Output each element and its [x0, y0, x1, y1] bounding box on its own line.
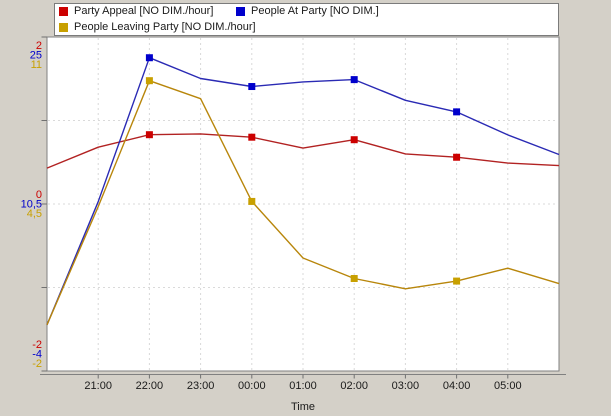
x-axis-label: 02:00	[340, 380, 368, 392]
y-axis-label-mid: 10,5	[21, 199, 42, 211]
y-axis-label-mid: 0	[36, 189, 42, 201]
series-marker-2	[350, 275, 358, 283]
series-marker-2	[145, 77, 153, 85]
y-axis-label-bottom: -2	[32, 358, 42, 370]
series-marker-1	[145, 54, 153, 62]
chart-legend: Party Appeal [NO DIM./hour] People At Pa…	[54, 3, 559, 36]
legend-swatch-people-at-party	[236, 7, 245, 16]
series-marker-1	[453, 108, 461, 116]
series-marker-0	[453, 153, 461, 161]
y-axis-label-bottom: -4	[32, 349, 42, 361]
series-line-0	[46, 133, 560, 169]
legend-swatch-people-leaving-party	[59, 23, 68, 32]
x-axis-label: 01:00	[289, 380, 317, 392]
x-axis-label: 23:00	[187, 380, 215, 392]
x-axis-label: 04:00	[443, 380, 471, 392]
series-marker-2	[248, 197, 256, 205]
legend-label-people-leaving-party: People Leaving Party [NO DIM./hour]	[74, 21, 256, 33]
legend-entry-party-appeal: Party Appeal [NO DIM./hour]	[59, 5, 213, 18]
y-axis-label-top: 11	[31, 59, 42, 71]
legend-row-2: People Leaving Party [NO DIM./hour]	[55, 21, 558, 36]
y-axis-label-bottom: -2	[32, 339, 42, 351]
series-marker-0	[248, 133, 256, 141]
series-marker-2	[453, 277, 461, 285]
x-axis-label: 03:00	[392, 380, 420, 392]
y-axis-label-mid: 4,5	[27, 208, 42, 220]
series-line-2	[46, 79, 560, 326]
series-marker-1	[248, 83, 256, 91]
x-axis-label: 21:00	[84, 380, 112, 392]
legend-label-party-appeal: Party Appeal [NO DIM./hour]	[74, 5, 214, 17]
legend-entry-people-leaving-party: People Leaving Party [NO DIM./hour]	[59, 21, 256, 34]
legend-label-people-at-party: People At Party [NO DIM.]	[251, 5, 379, 17]
y-axis-label-top: 2	[36, 40, 42, 52]
series-marker-0	[145, 131, 153, 139]
legend-row-1: Party Appeal [NO DIM./hour] People At Pa…	[55, 5, 558, 20]
x-axis-title: Time	[291, 401, 315, 413]
legend-swatch-party-appeal	[59, 7, 68, 16]
x-axis-label: 05:00	[494, 380, 522, 392]
series-line-1	[46, 57, 560, 326]
legend-entry-people-at-party: People At Party [NO DIM.]	[236, 5, 379, 18]
x-axis-label: 22:00	[136, 380, 164, 392]
y-axis-label-top: 25	[30, 50, 42, 62]
series-marker-0	[350, 136, 358, 144]
series-marker-1	[350, 76, 358, 84]
x-axis-label: 00:00	[238, 380, 266, 392]
